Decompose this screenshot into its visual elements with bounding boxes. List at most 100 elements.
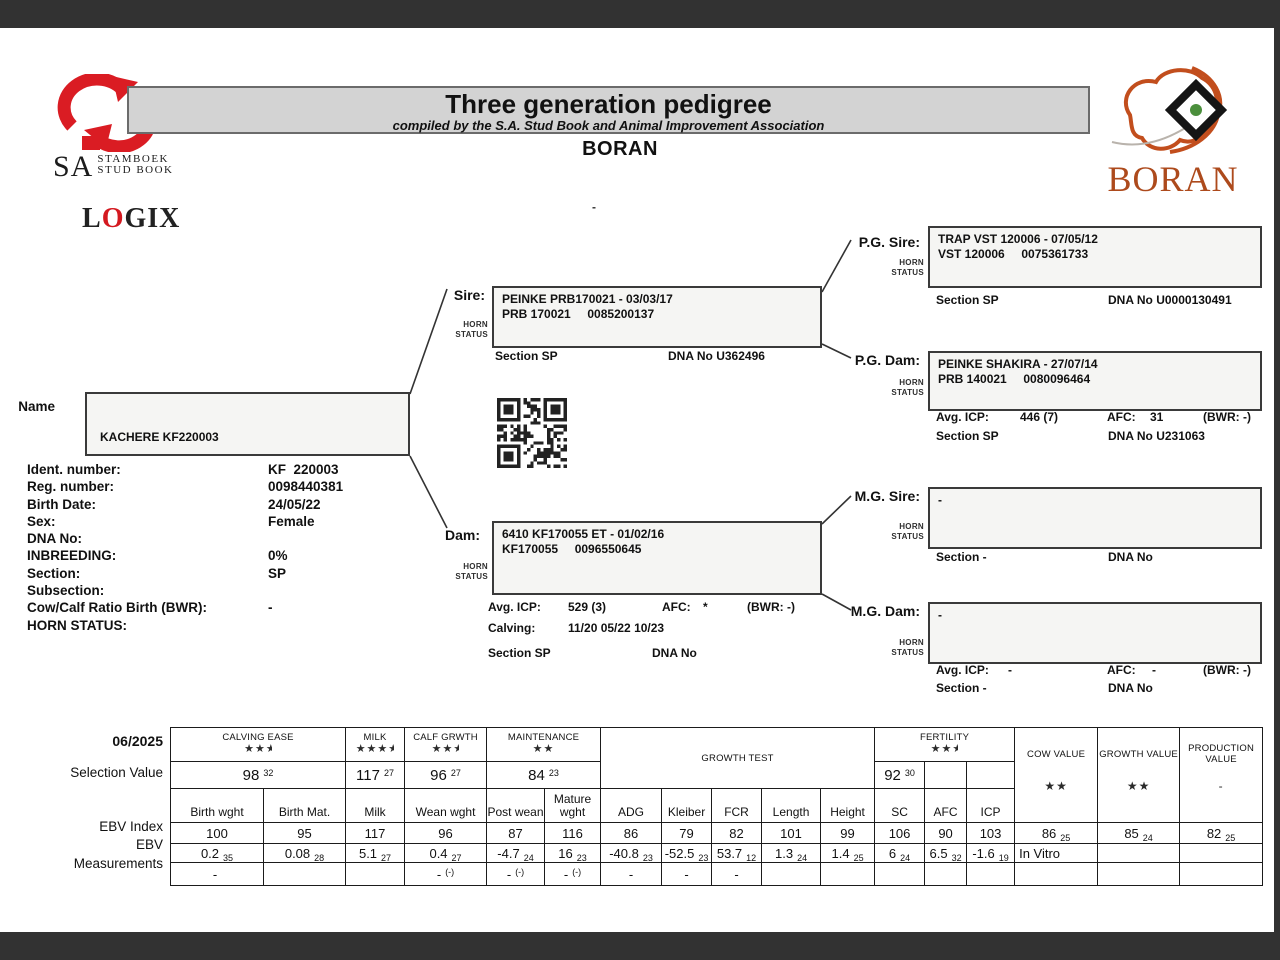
dam-avg-icp-value: 529 (3)	[568, 600, 607, 614]
field-value: 0098440381	[268, 479, 344, 495]
field-label: HORN STATUS:	[27, 617, 127, 633]
pg-sire-label: P.G. Sire:	[858, 234, 920, 250]
measurement-cell	[262, 862, 347, 886]
horn-text: HORN	[899, 638, 924, 647]
qr-code	[497, 398, 567, 468]
measurement-cell	[345, 862, 406, 886]
accuracy: 24	[797, 852, 808, 863]
group-growth-value: GROWTH VALUE ★★	[1097, 727, 1181, 823]
horn-text: HORN	[899, 378, 924, 387]
group-label: PRODUCTION VALUE	[1188, 743, 1255, 765]
mg-dam-name: -	[938, 608, 942, 622]
selection-value: 84	[528, 766, 545, 784]
ebv-value: -4.7	[497, 845, 520, 861]
pg-sire-numbers: VST 120006 0075361733	[938, 247, 1089, 261]
dam-section: Section SP	[488, 646, 551, 660]
ident-field-row: Sex: Female	[27, 514, 447, 531]
mg-dam-bwr: (BWR: -)	[1203, 663, 1251, 677]
group-label: MAINTENANCE	[507, 732, 580, 743]
mg-sire-label: M.G. Sire:	[854, 488, 920, 504]
column-header: FCR	[711, 788, 763, 823]
logix-gix: GIX	[124, 203, 181, 234]
mg-dam-horn-status-label: HORN STATUS	[876, 638, 924, 658]
ebv-index-cell: 103	[966, 822, 1016, 844]
pg-dam-avg-icp-label: Avg. ICP:	[936, 410, 989, 424]
boran-society-logo-icon	[1111, 66, 1228, 154]
mg-sire-name: -	[938, 493, 942, 507]
ebv-value: 6.5	[929, 845, 948, 861]
selection-value: 96	[430, 766, 447, 784]
pg-dam-afc-label: AFC:	[1107, 410, 1136, 424]
pg-dam-box: PEINKE SHAKIRA - 27/07/14 PRB 140021 0080…	[928, 351, 1262, 411]
accuracy: 25	[853, 852, 864, 863]
ebv-cell: 0.08 28	[262, 843, 347, 863]
mg-dam-box: -	[928, 602, 1262, 664]
ebv-cell-in-vitro: In Vitro	[1014, 843, 1099, 863]
measurement-cell: -	[711, 862, 763, 886]
group-calf-grwth: CALF GRWTH★★★	[404, 727, 488, 762]
group-production-value: PRODUCTION VALUE -	[1179, 727, 1264, 823]
no-rating-dash: -	[1218, 779, 1224, 793]
column-header: AFC	[924, 788, 968, 823]
measurement-cell	[820, 862, 876, 886]
accuracy: 24	[1142, 832, 1153, 843]
ebv-cell	[1179, 843, 1264, 863]
selection-value-cell: 117 27	[345, 761, 406, 789]
ebv-cell	[1097, 843, 1181, 863]
mg-sire-horn-status-label: HORN STATUS	[876, 522, 924, 542]
measurement-cell: -	[661, 862, 713, 886]
selection-value: 92	[884, 766, 901, 784]
column-header: Mature wght	[544, 788, 602, 823]
field-value: 0%	[268, 548, 288, 564]
measurement-value: -	[734, 866, 739, 882]
selection-value-row-label: Selection Value	[70, 765, 163, 780]
ebv-cell: 5.1 27	[345, 843, 406, 863]
selection-value: 98	[242, 766, 260, 784]
dam-numbers: KF170055 0096550645	[502, 542, 642, 556]
horn-text: HORN	[899, 522, 924, 531]
stamboek-text: STAMBOEK	[97, 153, 169, 165]
sire-section: Section SP	[495, 349, 558, 363]
empty-cell	[924, 761, 968, 789]
ident-field-row: Cow/Calf Ratio Birth (BWR): -	[27, 600, 447, 617]
mg-sire-section: Section -	[936, 550, 987, 564]
status-text: STATUS	[891, 388, 924, 397]
measurement-paren: (-)	[445, 866, 455, 877]
ebv-index-cell: 86	[600, 822, 663, 844]
ebv-index-cell: 95	[262, 822, 347, 844]
accuracy: 32	[951, 852, 962, 863]
pg-dam-name: PEINKE SHAKIRA - 27/07/14	[938, 357, 1098, 371]
top-letterbox-bar	[0, 0, 1280, 28]
measurement-cell	[924, 862, 968, 886]
dam-avg-icp-label: Avg. ICP:	[488, 600, 541, 614]
column-header: ADG	[600, 788, 663, 823]
ebv-index-cell: 96	[404, 822, 488, 844]
sire-dna: DNA No U362496	[668, 349, 765, 363]
group-maintenance: MAINTENANCE ★★	[486, 727, 602, 762]
sire-label: Sire:	[453, 287, 485, 303]
ebv-index-cell: 79	[661, 822, 713, 844]
ebv-cell: -1.6 19	[966, 843, 1016, 863]
ebv-value: -40.8	[609, 845, 639, 861]
field-label: Reg. number:	[27, 479, 115, 495]
ebv-cell: -52.5 23	[661, 843, 713, 863]
field-value: Female	[268, 513, 315, 529]
group-growth-test: GROWTH TEST	[600, 727, 876, 789]
status-text: STATUS	[455, 572, 488, 581]
field-value: -	[268, 600, 273, 616]
ebv-index-cell: 101	[761, 822, 822, 844]
accuracy: 32	[263, 767, 274, 778]
field-label: Birth Date:	[27, 496, 97, 512]
ebv-index-cell: 117	[345, 822, 406, 844]
dam-calving-label: Calving:	[488, 621, 536, 635]
dam-calving-value: 11/20 05/22 10/23	[568, 621, 665, 635]
accuracy: 27	[451, 852, 462, 863]
measurement-cell	[761, 862, 822, 886]
ebv-cell: 0.2 35	[170, 843, 264, 863]
accuracy: 19	[998, 852, 1009, 863]
ebv-index-cell: 90	[924, 822, 968, 844]
bottom-letterbox-bar	[0, 932, 1280, 960]
ident-field-row: HORN STATUS:	[27, 618, 447, 635]
field-value: 24/05/22	[268, 496, 321, 512]
